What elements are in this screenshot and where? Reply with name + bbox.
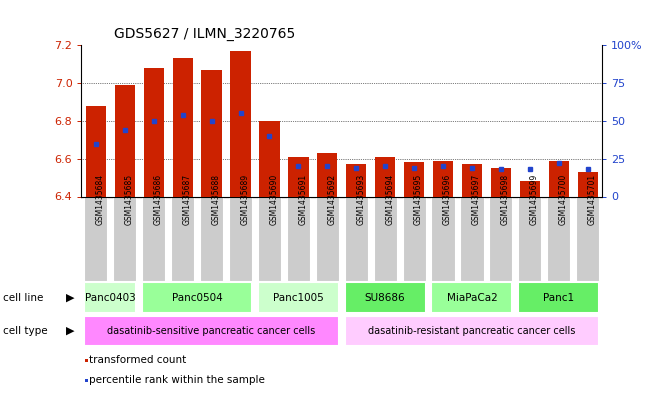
- Bar: [577, 172, 598, 196]
- Bar: [317, 153, 337, 196]
- Bar: [460, 196, 484, 281]
- Text: GDS5627 / ILMN_3220765: GDS5627 / ILMN_3220765: [114, 27, 295, 41]
- Bar: [84, 282, 136, 313]
- Text: SU8686: SU8686: [365, 293, 406, 303]
- Text: percentile rank within the sample: percentile rank within the sample: [89, 375, 265, 386]
- Bar: [549, 161, 569, 196]
- Text: GSM1435701: GSM1435701: [588, 173, 597, 224]
- Text: GSM1435699: GSM1435699: [530, 173, 539, 225]
- Bar: [258, 196, 281, 281]
- Text: GSM1435688: GSM1435688: [212, 174, 221, 224]
- Bar: [230, 51, 251, 196]
- Text: GSM1435685: GSM1435685: [125, 173, 133, 224]
- Bar: [84, 196, 107, 281]
- Bar: [200, 196, 223, 281]
- Text: GSM1435694: GSM1435694: [385, 173, 394, 225]
- Bar: [518, 196, 542, 281]
- Text: GSM1435697: GSM1435697: [472, 173, 481, 225]
- Text: Panc1: Panc1: [543, 293, 574, 303]
- Bar: [490, 196, 512, 281]
- Bar: [402, 196, 426, 281]
- Text: cell type: cell type: [3, 326, 48, 336]
- Bar: [462, 164, 482, 196]
- Text: GSM1435686: GSM1435686: [154, 173, 163, 224]
- Bar: [144, 68, 164, 196]
- Text: Panc0403: Panc0403: [85, 293, 135, 303]
- Text: ▶: ▶: [66, 326, 75, 336]
- Bar: [115, 85, 135, 196]
- Text: ▶: ▶: [66, 293, 75, 303]
- Bar: [344, 282, 426, 313]
- Bar: [142, 196, 165, 281]
- Bar: [547, 196, 570, 281]
- Bar: [288, 157, 309, 196]
- Text: dasatinib-sensitive pancreatic cancer cells: dasatinib-sensitive pancreatic cancer ce…: [107, 326, 316, 336]
- Bar: [316, 196, 339, 281]
- Text: transformed count: transformed count: [89, 355, 186, 365]
- Bar: [86, 106, 106, 196]
- Bar: [287, 196, 310, 281]
- Text: GSM1435692: GSM1435692: [327, 173, 337, 224]
- Text: GSM1435684: GSM1435684: [96, 173, 105, 224]
- Text: GSM1435691: GSM1435691: [298, 173, 307, 224]
- Text: GSM1435689: GSM1435689: [240, 173, 249, 224]
- Bar: [519, 181, 540, 196]
- Text: GSM1435690: GSM1435690: [270, 173, 279, 225]
- Bar: [576, 196, 600, 281]
- Bar: [142, 282, 252, 313]
- Text: GSM1435698: GSM1435698: [501, 173, 510, 224]
- Text: GSM1435696: GSM1435696: [443, 173, 452, 225]
- Bar: [518, 282, 600, 313]
- Bar: [375, 157, 395, 196]
- Text: dasatinib-resistant pancreatic cancer cells: dasatinib-resistant pancreatic cancer ce…: [368, 326, 575, 336]
- Bar: [259, 121, 279, 196]
- Bar: [491, 168, 511, 196]
- Bar: [433, 161, 453, 196]
- Text: Panc1005: Panc1005: [273, 293, 324, 303]
- Bar: [432, 196, 454, 281]
- Text: GSM1435700: GSM1435700: [559, 173, 568, 225]
- Bar: [201, 70, 222, 196]
- Bar: [404, 162, 424, 196]
- Text: cell line: cell line: [3, 293, 44, 303]
- Text: GSM1435687: GSM1435687: [183, 173, 191, 224]
- Text: Panc0504: Panc0504: [172, 293, 223, 303]
- Bar: [346, 164, 367, 196]
- Bar: [84, 316, 339, 347]
- Bar: [344, 316, 600, 347]
- Text: MiaPaCa2: MiaPaCa2: [447, 293, 497, 303]
- Text: GSM1435695: GSM1435695: [414, 173, 423, 225]
- Bar: [432, 282, 512, 313]
- Bar: [374, 196, 396, 281]
- Bar: [173, 59, 193, 196]
- Bar: [229, 196, 252, 281]
- Bar: [344, 196, 368, 281]
- Bar: [258, 282, 339, 313]
- Bar: [113, 196, 136, 281]
- Text: GSM1435693: GSM1435693: [356, 173, 365, 225]
- Bar: [171, 196, 194, 281]
